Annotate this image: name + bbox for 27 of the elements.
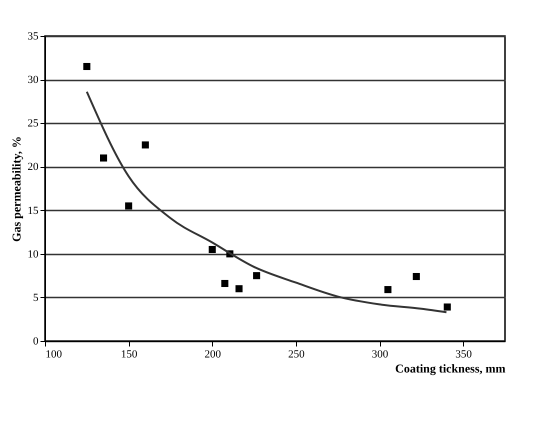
point xyxy=(221,280,228,288)
x-tick-label: 250 xyxy=(288,348,306,360)
y-tick-label: 0 xyxy=(33,336,39,348)
point xyxy=(384,286,392,294)
point xyxy=(444,303,451,311)
point xyxy=(253,272,260,280)
x-tick-label: 350 xyxy=(455,348,472,360)
x-tick-label: 150 xyxy=(120,348,138,360)
x-tick-label: 200 xyxy=(204,348,222,360)
point xyxy=(125,202,132,210)
point xyxy=(142,141,149,148)
y-tick-label: 25 xyxy=(28,118,39,130)
x-tick-label: 300 xyxy=(372,348,389,360)
point xyxy=(100,154,108,162)
y-tick-label: 35 xyxy=(28,30,39,42)
point xyxy=(208,246,216,254)
y-tick-label: 5 xyxy=(33,292,39,304)
y-tick-label: 30 xyxy=(28,74,39,86)
x-axis-title: Coating tickness, mm xyxy=(395,362,506,376)
point xyxy=(83,62,90,70)
y-axis-title: Gas permeability, % xyxy=(10,136,24,242)
y-tick-label: 10 xyxy=(28,248,39,260)
y-tick-label: 15 xyxy=(28,204,39,217)
x-tick-label: 100 xyxy=(46,348,62,360)
point xyxy=(412,272,420,280)
point xyxy=(236,285,243,292)
y-tick-label: 20 xyxy=(28,161,39,174)
